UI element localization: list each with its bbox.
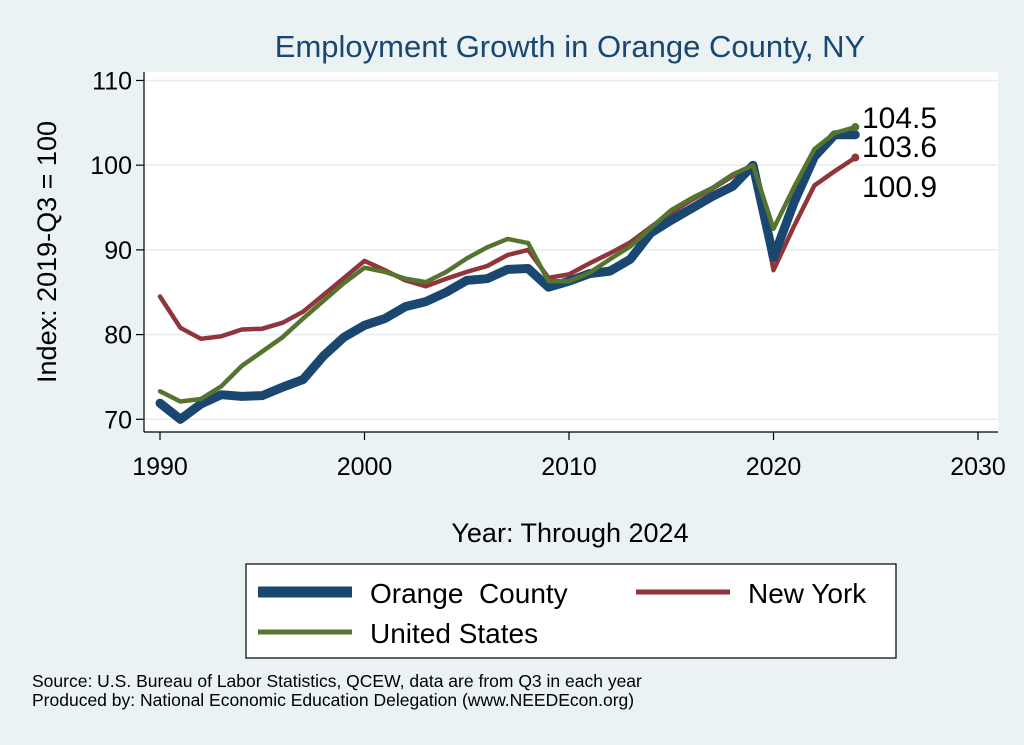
source-note: Source: U.S. Bureau of Labor Statistics,… bbox=[32, 672, 642, 710]
y-tick-label-90: 90 bbox=[104, 237, 132, 265]
end-point-orange-county bbox=[851, 130, 860, 139]
x-tick-label-2010: 2010 bbox=[541, 453, 597, 481]
series-lines bbox=[155, 123, 860, 424]
axis-ticks: 70 80 90 100 110 1990 2000 2010 2020 2030 bbox=[90, 67, 1006, 481]
legend: Orange County New York United States bbox=[245, 563, 897, 659]
x-axis-label: Year: Through 2024 bbox=[451, 518, 688, 548]
legend-label-orange-county: Orange County bbox=[370, 578, 568, 609]
y-tick-label-100: 100 bbox=[90, 152, 132, 180]
source-line: Source: U.S. Bureau of Labor Statistics,… bbox=[32, 671, 642, 691]
x-tick-label-2020: 2020 bbox=[746, 453, 802, 481]
legend-box bbox=[245, 563, 897, 659]
x-tick-label-2030: 2030 bbox=[950, 453, 1006, 481]
y-tick-label-80: 80 bbox=[104, 322, 132, 350]
series-line-united-states bbox=[157, 124, 858, 404]
legend-label-new-york: New York bbox=[748, 578, 867, 609]
x-tick-label-1990: 1990 bbox=[132, 453, 188, 481]
chart-title: Employment Growth in Orange County, NY bbox=[275, 29, 865, 64]
series-line-orange-county bbox=[155, 130, 860, 424]
end-value-label-1: 103.6 bbox=[862, 131, 937, 164]
end-value-label-2: 100.9 bbox=[862, 171, 937, 204]
y-tick-label-110: 110 bbox=[92, 67, 132, 95]
legend-label-united-states: United States bbox=[370, 618, 538, 649]
end-point-united-states bbox=[851, 123, 860, 132]
y-axis-label: Index: 2019-Q3 = 100 bbox=[32, 121, 62, 383]
y-tick-label-70: 70 bbox=[104, 406, 132, 434]
x-tick-label-2000: 2000 bbox=[337, 453, 393, 481]
producer-line: Produced by: National Economic Education… bbox=[32, 690, 635, 710]
end-value-label-0: 104.5 bbox=[862, 102, 937, 135]
end-point-new-york bbox=[851, 153, 860, 162]
